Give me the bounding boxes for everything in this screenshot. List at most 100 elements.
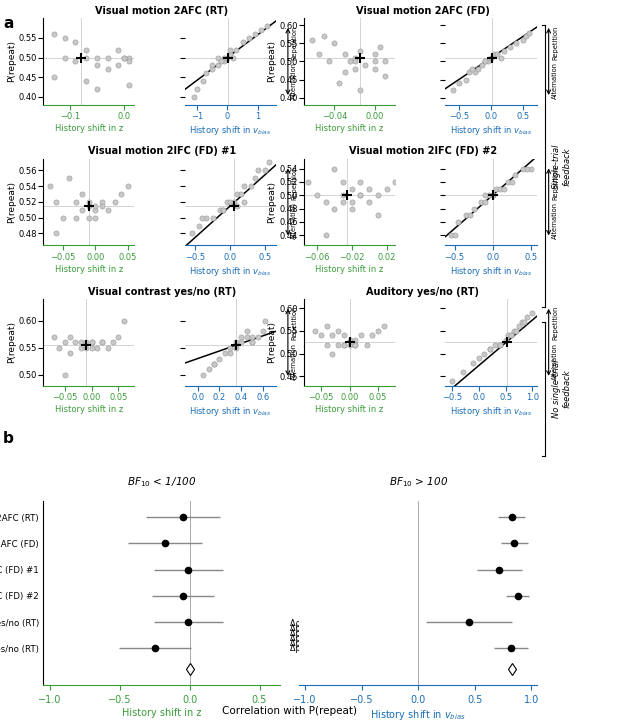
X-axis label: History shift in $v_{bias}$: History shift in $v_{bias}$ [450,124,532,137]
Point [479,348,489,360]
Point [465,210,474,221]
Point [260,315,270,326]
Point [233,188,242,200]
Point [495,183,505,194]
Point [220,51,230,63]
Point [110,196,120,207]
Point [350,63,360,75]
Point [320,30,329,42]
Point [250,173,260,184]
Text: Correlation with P(repeat): Correlation with P(repeat) [223,706,357,716]
Point [60,369,70,381]
Point [487,189,497,201]
Point [321,196,331,207]
Point [114,59,123,71]
Point [231,342,241,354]
Point [379,320,389,332]
Point [213,51,223,63]
Point [483,56,493,67]
Point [526,162,536,174]
Point [499,183,509,194]
Point [247,336,257,348]
Point [521,30,531,42]
Title: Visual motion 2AFC (FD): Visual motion 2AFC (FD) [356,6,490,16]
Point [469,203,479,215]
Point [360,59,370,71]
Point [70,36,80,48]
Point [522,312,532,323]
Text: Alternation: Alternation [552,343,558,380]
Point [350,334,360,346]
Title: Visual motion 2IFC (FD) #2: Visual motion 2IFC (FD) #2 [349,146,497,157]
Point [339,67,349,78]
Point [228,51,238,63]
Point [51,196,61,207]
Point [231,336,241,348]
Y-axis label: P(repeat): P(repeat) [7,181,15,223]
Text: Repetition: Repetition [291,306,297,340]
Point [470,67,480,78]
Point [446,229,456,241]
Point [264,157,274,168]
X-axis label: History shift in $v_{bias}$: History shift in $v_{bias}$ [450,405,532,418]
Point [370,49,380,60]
Text: Alternation: Alternation [291,62,297,99]
Point [229,196,239,207]
Point [254,165,263,176]
Point [450,229,460,241]
Point [250,28,260,40]
Point [480,56,490,67]
Point [102,342,112,354]
Point [382,183,392,194]
Point [447,376,457,387]
Point [316,330,326,341]
Point [338,196,348,207]
Point [119,51,129,63]
Point [258,326,268,337]
Point [77,204,87,215]
Point [92,342,102,354]
Point [355,189,365,201]
Point [339,339,349,350]
Point [455,78,465,89]
Point [225,196,235,207]
Y-axis label: P(repeat): P(repeat) [7,41,16,83]
Point [247,181,257,192]
Text: b: b [3,431,14,447]
Point [86,342,96,354]
Point [242,326,252,337]
Point [338,189,348,201]
Point [220,347,230,359]
Point [198,75,208,87]
Title: Visual motion 2IFC (FD) #1: Visual motion 2IFC (FD) #1 [88,146,236,157]
Point [380,70,390,82]
Point [522,162,532,174]
Point [517,316,527,328]
Point [329,162,339,174]
Point [225,44,235,55]
Point [197,212,207,223]
Point [54,342,64,354]
Y-axis label: P(repeat): P(repeat) [7,321,15,363]
Point [84,200,94,212]
Point [362,339,371,350]
Point [71,196,81,207]
X-axis label: History shift in z: History shift in z [315,124,384,133]
X-axis label: History shift in $v_{bias}$: History shift in $v_{bias}$ [189,405,271,418]
Point [514,320,524,332]
X-axis label: History shift in $v_{bias}$: History shift in $v_{bias}$ [370,708,466,721]
Point [364,196,374,207]
Text: Δρ = -1.110, p < 0.0001: Δρ = -1.110, p < 0.0001 [290,644,387,653]
Point [104,204,114,215]
Point [244,32,254,44]
X-axis label: History shift in z: History shift in z [55,405,123,414]
Point [92,51,102,63]
Point [321,229,331,241]
Point [215,353,225,365]
Point [49,72,59,83]
Point [453,216,463,228]
Point [222,196,232,207]
Text: a: a [3,16,14,31]
Point [347,196,357,207]
Text: Repetition: Repetition [291,166,297,200]
